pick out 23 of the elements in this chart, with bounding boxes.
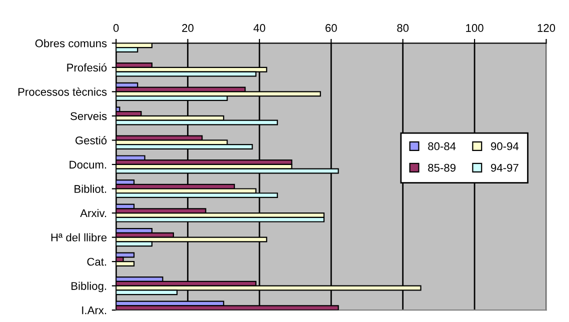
- x-tick-label: 80: [397, 24, 409, 32]
- legend-label: 85-89: [428, 164, 456, 172]
- x-tick-label: 40: [254, 24, 266, 32]
- x-tick-label: 60: [326, 24, 337, 32]
- x-tick-label: 0: [113, 24, 119, 32]
- y-tick-label: Cat.: [87, 258, 106, 266]
- y-tick-label: Arxiv.: [80, 208, 106, 218]
- legend-label: 80-84: [428, 142, 456, 150]
- legend-label: 94-97: [490, 164, 518, 172]
- y-tick-label: Processos tècnics: [18, 88, 107, 96]
- y-tick-label: I.Arx.: [82, 306, 106, 314]
- y-tick-label: Docum.: [70, 160, 106, 169]
- x-tick-label: 100: [466, 24, 484, 32]
- y-tick-label: Bibliog.: [72, 282, 106, 292]
- y-tick-label: Hª del llibre: [51, 233, 107, 242]
- legend-label: 90-94: [490, 142, 519, 150]
- y-tick-label: Profesió: [67, 63, 107, 72]
- y-tick-label: Serveis: [70, 112, 107, 120]
- y-tick-label: Gestió: [75, 136, 107, 144]
- x-tick-label: 20: [182, 24, 194, 32]
- x-tick-label: 120: [538, 24, 556, 32]
- y-tick-label: Obres comuns: [35, 39, 107, 48]
- y-tick-label: Bibliot.: [74, 184, 106, 193]
